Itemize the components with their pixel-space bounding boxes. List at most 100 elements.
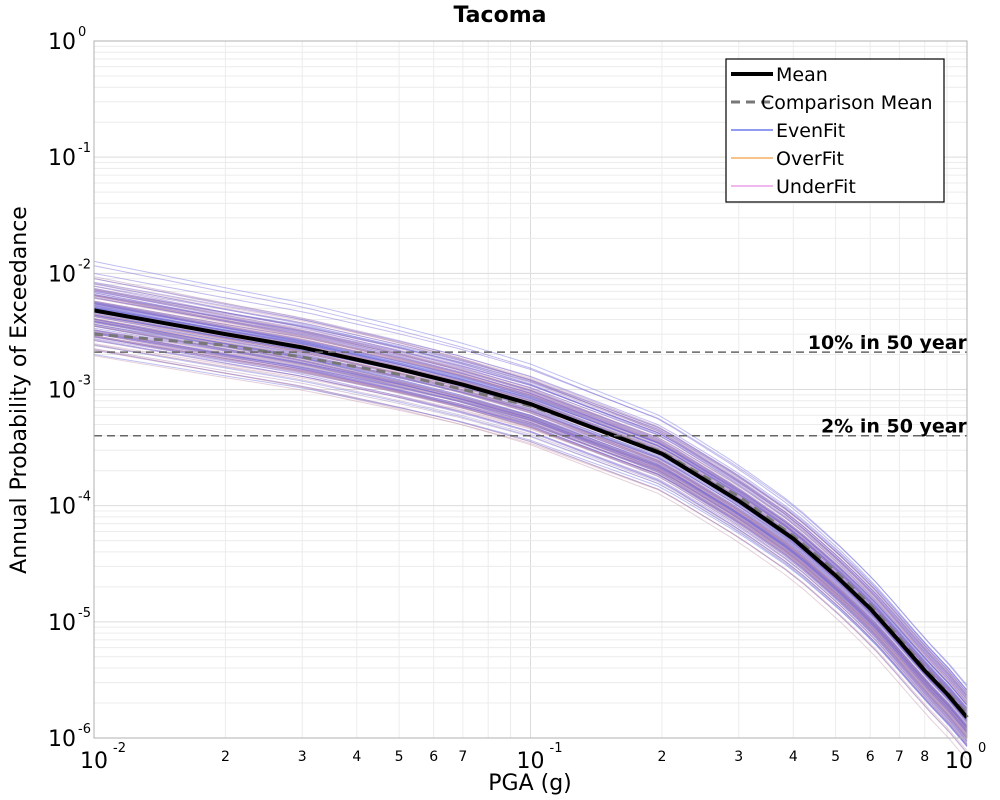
branch-curve bbox=[93, 307, 968, 706]
branch-curve bbox=[93, 314, 968, 724]
y-tick-label: 10 bbox=[48, 146, 76, 171]
branch-curve bbox=[93, 302, 968, 708]
branch-curve bbox=[93, 303, 968, 712]
branch-curve bbox=[93, 294, 968, 696]
branch-curve bbox=[93, 273, 968, 686]
branch-curve bbox=[93, 318, 968, 735]
branch-curve bbox=[93, 312, 968, 727]
branch-curve bbox=[93, 348, 968, 761]
branch-curve bbox=[93, 304, 968, 706]
branch-curve bbox=[93, 315, 968, 728]
branch-curve bbox=[93, 336, 968, 732]
branch-curve bbox=[93, 329, 968, 745]
mean-line bbox=[93, 308, 969, 719]
y-tick-exponent: -2 bbox=[78, 257, 91, 272]
x-minor-tick-label: 7 bbox=[895, 749, 904, 765]
branch-curve bbox=[93, 290, 968, 693]
x-minor-tick-label: 2 bbox=[657, 749, 666, 765]
branch-curve bbox=[93, 320, 968, 736]
branch-curve bbox=[93, 318, 968, 732]
series-lines bbox=[93, 308, 969, 719]
branch-curve bbox=[93, 290, 968, 713]
branch-curve bbox=[93, 301, 968, 712]
branch-curve bbox=[93, 338, 968, 746]
x-minor-tick-label: 6 bbox=[866, 749, 875, 765]
x-tick-label: 10 bbox=[80, 749, 108, 774]
branch-curve bbox=[93, 301, 968, 700]
chart-title: Tacoma bbox=[454, 3, 547, 28]
branch-curve bbox=[93, 331, 968, 740]
branch-curve bbox=[93, 318, 968, 738]
x-tick-label: 10 bbox=[517, 749, 545, 774]
branch-curve bbox=[93, 327, 968, 729]
branch-curve bbox=[93, 295, 968, 703]
branch-curve bbox=[93, 331, 968, 728]
branch-curve bbox=[93, 288, 968, 713]
grid bbox=[93, 41, 967, 739]
branch-curve bbox=[93, 329, 968, 742]
branch-curve bbox=[93, 289, 968, 694]
branch-curve bbox=[93, 338, 968, 731]
branch-curve bbox=[93, 313, 968, 722]
y-tick-label: 10 bbox=[48, 30, 76, 55]
x-tick-exponent: -1 bbox=[550, 741, 563, 756]
y-tick-exponent: -3 bbox=[78, 374, 91, 389]
branch-curve bbox=[93, 300, 968, 706]
legend-label-mean: Mean bbox=[776, 64, 828, 86]
branch-curve bbox=[93, 335, 968, 738]
branch-curve bbox=[93, 336, 968, 738]
plot-frame bbox=[93, 40, 968, 739]
branch-curve bbox=[93, 355, 968, 751]
branch-curve bbox=[93, 297, 968, 713]
branch-curve bbox=[93, 293, 968, 707]
branch-curve bbox=[93, 310, 968, 731]
x-minor-tick-label: 5 bbox=[395, 749, 404, 765]
branch-curve bbox=[93, 294, 968, 713]
branch-curve bbox=[93, 288, 968, 697]
branch-curve bbox=[93, 335, 968, 733]
x-minor-tick-label: 4 bbox=[789, 749, 798, 765]
branch-curve bbox=[93, 343, 968, 745]
branch-curve bbox=[93, 276, 968, 704]
branch-curve bbox=[93, 312, 968, 730]
branch-curve bbox=[93, 281, 968, 691]
branch-curve bbox=[93, 323, 968, 736]
x-tick-label: 10 bbox=[945, 749, 973, 774]
x-minor-tick-label: 3 bbox=[734, 749, 743, 765]
branch-curve bbox=[93, 278, 968, 703]
branch-curve bbox=[93, 320, 968, 739]
y-tick-exponent: -4 bbox=[78, 490, 91, 505]
branch-curve bbox=[93, 292, 968, 715]
branch-curve bbox=[93, 302, 968, 706]
branch-curve bbox=[93, 304, 968, 706]
branch-curve bbox=[93, 332, 968, 730]
branch-curve bbox=[93, 336, 968, 747]
y-tick-label: 10 bbox=[48, 611, 76, 636]
branch-curve bbox=[93, 297, 968, 698]
branch-curve bbox=[93, 307, 968, 709]
branch-curve bbox=[93, 318, 968, 728]
y-axis-label: Annual Probability of Exceedance bbox=[7, 206, 32, 574]
branch-curve bbox=[93, 319, 968, 734]
branch-curve bbox=[93, 278, 968, 696]
branch-curve bbox=[93, 333, 968, 727]
x-minor-tick-label: 4 bbox=[352, 749, 361, 765]
branch-curve bbox=[93, 331, 968, 725]
branch-curve bbox=[93, 295, 968, 717]
branch-curve bbox=[93, 329, 968, 721]
branch-curve bbox=[93, 313, 968, 728]
branch-curve bbox=[93, 331, 968, 723]
reference-line-label: 10% in 50 year bbox=[808, 332, 968, 354]
y-tick-exponent: -6 bbox=[78, 722, 91, 737]
reference-lines: 10% in 50 year 2% in 50 year bbox=[94, 332, 968, 438]
branch-curve bbox=[93, 288, 968, 712]
branch-curve bbox=[93, 354, 968, 747]
branch-curve bbox=[93, 287, 968, 701]
branch-curve bbox=[93, 291, 968, 699]
branch-curve bbox=[93, 319, 968, 735]
branch-curve bbox=[93, 325, 968, 739]
